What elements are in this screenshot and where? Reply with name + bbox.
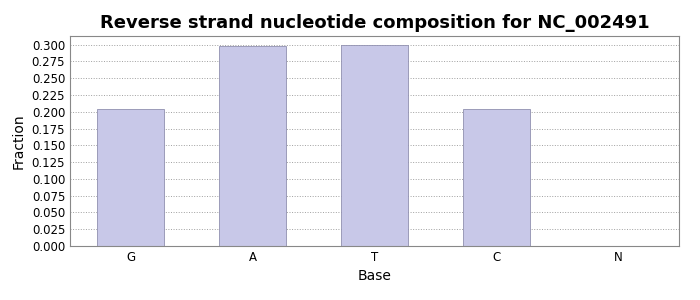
Title: Reverse strand nucleotide composition for NC_002491: Reverse strand nucleotide composition fo…	[99, 14, 650, 32]
Bar	[219, 46, 286, 246]
Bar	[97, 109, 164, 246]
Y-axis label: Fraction: Fraction	[12, 113, 26, 169]
X-axis label: Base: Base	[358, 269, 391, 284]
Bar	[341, 45, 408, 246]
Bar	[463, 109, 530, 246]
